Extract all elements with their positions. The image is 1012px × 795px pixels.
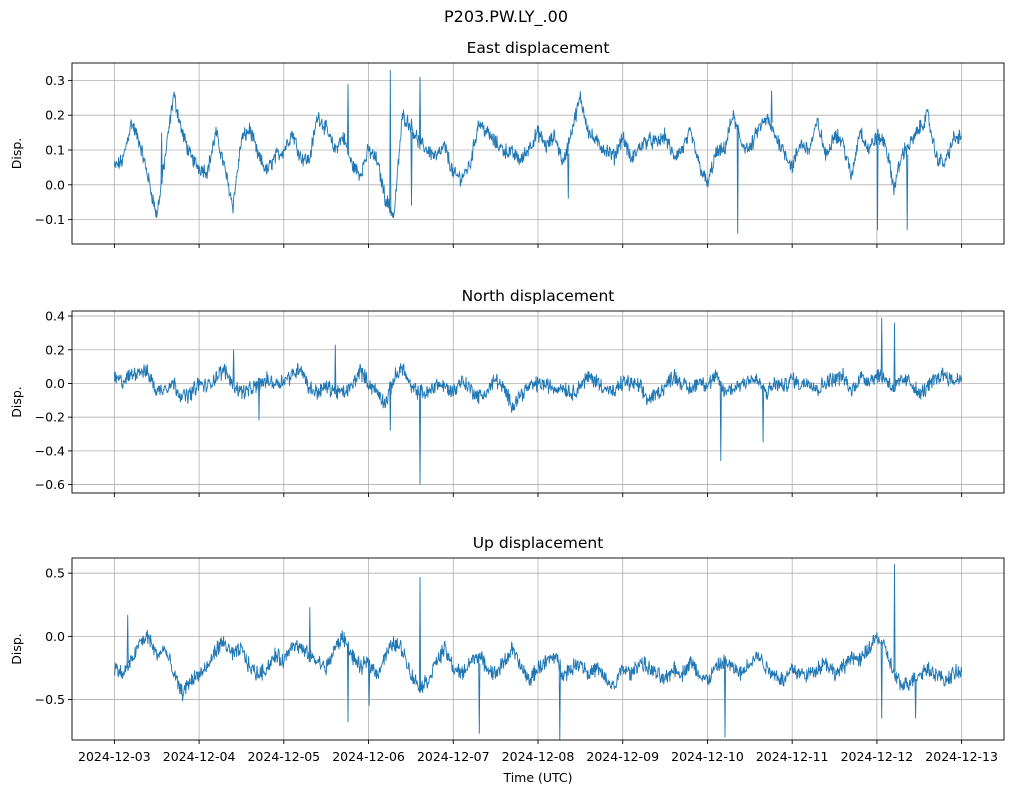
east-y-axis-label: Disp. xyxy=(9,138,24,170)
east-panel: −0.1 0.0 0.1 0.2 0.3 East displacement Disp. xyxy=(9,39,1005,248)
east-y-tick-label: 0.1 xyxy=(45,143,65,158)
north-y-tick-label: −0.4 xyxy=(35,443,65,458)
east-panel-title: East displacement xyxy=(467,39,610,57)
up-x-tick-label: 2024-12-07 xyxy=(417,749,490,764)
north-y-tick-label: 0.2 xyxy=(45,342,65,357)
up-y-tick-label: 0.0 xyxy=(45,629,65,644)
north-panel-title: North displacement xyxy=(462,287,615,305)
up-x-tick-label: 2024-12-09 xyxy=(586,749,659,764)
north-y-tick-label: 0.4 xyxy=(45,309,65,324)
up-x-tick-label: 2024-12-13 xyxy=(925,749,998,764)
up-series-line xyxy=(114,564,963,740)
x-axis-label: Time (UTC) xyxy=(502,770,572,785)
figure-suptitle: P203.PW.LY_.00 xyxy=(444,7,568,26)
up-x-tick-label: 2024-12-03 xyxy=(78,749,151,764)
up-x-tick-label: 2024-12-11 xyxy=(756,749,829,764)
up-panel: −0.5 0.0 0.5 2024-12-03 2024-12-04 2024-12-05… xyxy=(9,534,1005,764)
east-series-line xyxy=(113,69,962,234)
east-y-tick-label: −0.1 xyxy=(35,212,65,227)
up-y-tick-label: −0.5 xyxy=(35,692,65,707)
up-x-tick-label: 2024-12-05 xyxy=(247,749,320,764)
up-x-tick-label: 2024-12-10 xyxy=(671,749,744,764)
east-y-tick-label: 0.2 xyxy=(45,108,65,123)
north-series-line xyxy=(113,317,963,485)
up-panel-title: Up displacement xyxy=(473,534,604,552)
up-x-tick-label: 2024-12-04 xyxy=(163,749,236,764)
east-y-tick-label: 0.0 xyxy=(45,177,65,192)
up-y-axis-label: Disp. xyxy=(9,633,24,665)
north-y-tick-label: 0.0 xyxy=(45,376,65,391)
north-panel: −0.6 −0.4 −0.2 0.0 0.2 0.4 North displacement D… xyxy=(9,287,1005,497)
north-y-tick-label: −0.2 xyxy=(35,410,65,425)
up-x-tick-label: 2024-12-08 xyxy=(502,749,575,764)
up-x-tick-label: 2024-12-06 xyxy=(332,749,405,764)
east-y-tick-label: 0.3 xyxy=(45,73,65,88)
up-y-tick-label: 0.5 xyxy=(45,566,65,581)
north-y-tick-label: −0.6 xyxy=(35,477,65,492)
up-x-tick-label: 2024-12-12 xyxy=(841,749,914,764)
north-y-axis-label: Disp. xyxy=(9,386,24,418)
